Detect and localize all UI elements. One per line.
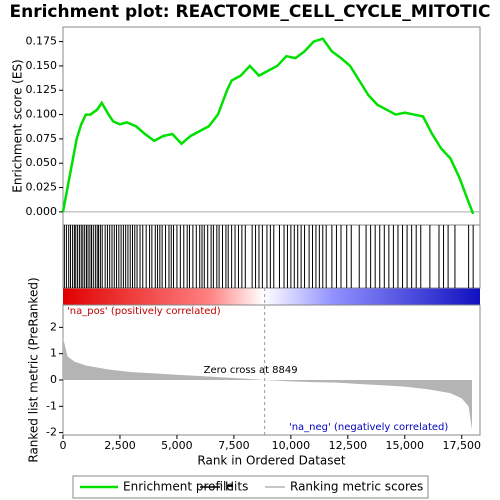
plot-frame — [62, 224, 481, 289]
y-tick-label: 2 — [50, 320, 57, 333]
y-tick-label: 0.000 — [26, 205, 58, 218]
y-tick-label: 0 — [50, 373, 57, 386]
x-axis-label: Rank in Ordered Dataset — [197, 454, 345, 468]
y-tick-label: -2 — [46, 426, 57, 439]
x-tick-label: 7,500 — [218, 439, 250, 452]
y-tick-label: 0.150 — [26, 59, 58, 72]
y-tick-label: 0.125 — [26, 83, 58, 96]
y-tick-label: -1 — [46, 399, 57, 412]
legend-label: Hits — [225, 480, 248, 494]
plot-frame — [62, 26, 481, 226]
x-tick-label: 15,000 — [386, 439, 425, 452]
y-tick-label: 0.025 — [26, 181, 58, 194]
neg-label: 'na_neg' (negatively correlated) — [289, 422, 448, 433]
y-tick-label: 0.175 — [26, 35, 58, 48]
x-tick-label: 12,500 — [329, 439, 368, 452]
y-tick-label: 0.100 — [26, 108, 58, 121]
x-tick-label: 5,000 — [161, 439, 193, 452]
metric-area — [63, 337, 473, 430]
color-bar — [63, 288, 480, 305]
x-tick-label: 10,000 — [272, 439, 311, 452]
y-tick-label: 0.050 — [26, 156, 58, 169]
x-tick-label: 17,500 — [443, 439, 482, 452]
y-axis-label: Ranked list metric (PreRanked) — [27, 277, 41, 462]
pos-label: 'na_pos' (positively correlated) — [67, 306, 221, 317]
es-line — [61, 37, 475, 215]
y-axis-label: Enrichment score (ES) — [11, 59, 25, 192]
legend-box — [72, 475, 429, 499]
x-tick-label: 2,500 — [104, 439, 136, 452]
legend-label: Ranking metric scores — [290, 480, 423, 494]
zero-cross-label: Zero cross at 8849 — [204, 365, 298, 376]
legend-label: Enrichment profile — [123, 480, 234, 494]
y-tick-label: 0.075 — [26, 132, 58, 145]
chart-title: Enrichment plot: REACTOME_CELL_CYCLE_MIT… — [10, 2, 491, 22]
x-tick-label: 0 — [60, 439, 67, 452]
y-tick-label: 1 — [50, 347, 57, 360]
